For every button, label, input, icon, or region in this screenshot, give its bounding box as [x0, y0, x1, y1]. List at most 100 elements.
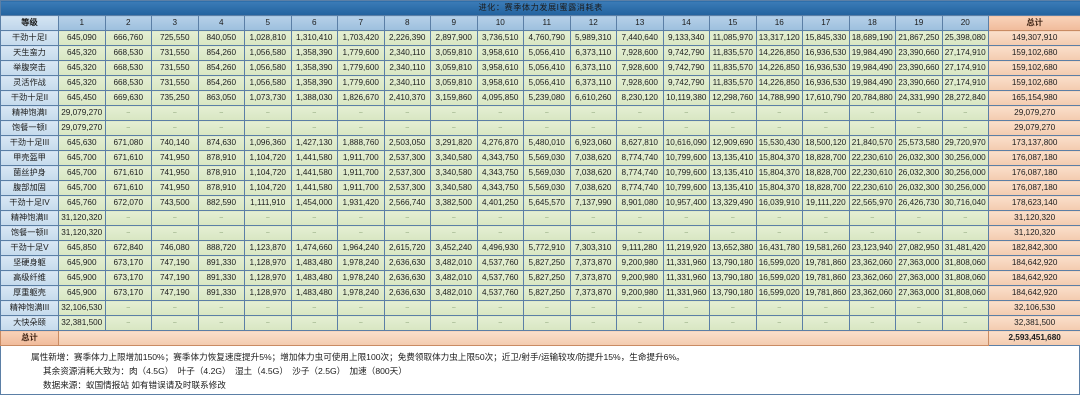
cell-value[interactable]: ~: [430, 300, 478, 316]
cell-value[interactable]: ~: [197, 300, 245, 316]
cell-value[interactable]: ~: [569, 225, 617, 241]
cell-value[interactable]: 8,627,810: [616, 135, 664, 151]
cell-value[interactable]: 11,331,960: [662, 285, 710, 301]
cell-value[interactable]: ~: [523, 315, 571, 331]
cell-value[interactable]: 4,343,750: [476, 165, 524, 181]
cell-value[interactable]: 23,390,660: [895, 45, 943, 61]
cell-value[interactable]: 15,845,330: [802, 30, 850, 46]
cell-value[interactable]: 8,901,080: [616, 195, 664, 211]
cell-value[interactable]: 16,599,020: [755, 285, 803, 301]
header-level-11[interactable]: 11: [523, 15, 571, 31]
cell-value[interactable]: 3,059,810: [430, 75, 478, 91]
cell-value[interactable]: 29,079,270: [58, 105, 106, 121]
cell-value[interactable]: ~: [616, 210, 664, 226]
header-level-19[interactable]: 19: [895, 15, 943, 31]
cell-value[interactable]: 1,978,240: [337, 270, 385, 286]
cell-value[interactable]: ~: [569, 105, 617, 121]
cell-value[interactable]: 7,440,640: [616, 30, 664, 46]
cell-value[interactable]: ~: [197, 120, 245, 136]
cell-value[interactable]: 668,530: [104, 75, 152, 91]
cell-value[interactable]: 854,260: [197, 75, 245, 91]
cell-value[interactable]: ~: [662, 315, 710, 331]
cell-value[interactable]: ~: [337, 120, 385, 136]
cell-value[interactable]: 31,808,060: [941, 255, 989, 271]
cell-value[interactable]: 9,200,980: [616, 270, 664, 286]
cell-value[interactable]: ~: [290, 120, 338, 136]
cell-value[interactable]: 666,760: [104, 30, 152, 46]
cell-value[interactable]: 26,032,300: [895, 150, 943, 166]
cell-value[interactable]: 878,910: [197, 165, 245, 181]
cell-value[interactable]: 854,260: [197, 45, 245, 61]
cell-value[interactable]: 10,957,400: [662, 195, 710, 211]
cell-value[interactable]: 878,910: [197, 150, 245, 166]
cell-value[interactable]: 1,427,130: [290, 135, 338, 151]
cell-value[interactable]: 9,742,790: [662, 60, 710, 76]
cell-value[interactable]: 725,550: [151, 30, 199, 46]
cell-value[interactable]: 3,958,610: [476, 75, 524, 91]
cell-value[interactable]: ~: [616, 225, 664, 241]
cell-value[interactable]: 4,537,760: [476, 255, 524, 271]
cell-value[interactable]: 14,788,990: [755, 90, 803, 106]
cell-value[interactable]: 27,363,000: [895, 270, 943, 286]
cell-value[interactable]: ~: [755, 105, 803, 121]
cell-value[interactable]: 7,928,600: [616, 75, 664, 91]
cell-value[interactable]: 6,373,110: [569, 60, 617, 76]
cell-value[interactable]: ~: [244, 225, 292, 241]
cell-value[interactable]: ~: [197, 210, 245, 226]
cell-value[interactable]: 7,928,600: [616, 45, 664, 61]
cell-value[interactable]: ~: [662, 300, 710, 316]
cell-value[interactable]: 668,530: [104, 60, 152, 76]
cell-value[interactable]: 5,480,010: [523, 135, 571, 151]
cell-value[interactable]: ~: [662, 120, 710, 136]
cell-value[interactable]: ~: [709, 300, 757, 316]
cell-value[interactable]: ~: [197, 315, 245, 331]
cell-value[interactable]: 16,936,530: [802, 60, 850, 76]
cell-value[interactable]: 5,056,410: [523, 60, 571, 76]
cell-value[interactable]: 9,200,980: [616, 285, 664, 301]
cell-value[interactable]: 5,827,250: [523, 255, 571, 271]
cell-value[interactable]: 1,388,030: [290, 90, 338, 106]
cell-value[interactable]: 645,850: [58, 240, 106, 256]
cell-value[interactable]: 18,828,700: [802, 150, 850, 166]
cell-value[interactable]: 10,799,600: [662, 180, 710, 196]
cell-value[interactable]: 4,343,750: [476, 180, 524, 196]
cell-value[interactable]: 9,200,980: [616, 255, 664, 271]
cell-value[interactable]: ~: [151, 315, 199, 331]
cell-value[interactable]: 19,984,490: [848, 75, 896, 91]
cell-value[interactable]: 3,340,580: [430, 180, 478, 196]
cell-value[interactable]: ~: [802, 315, 850, 331]
cell-value[interactable]: 7,038,620: [569, 165, 617, 181]
cell-value[interactable]: 3,340,580: [430, 165, 478, 181]
cell-value[interactable]: ~: [197, 225, 245, 241]
cell-value[interactable]: 3,382,500: [430, 195, 478, 211]
cell-value[interactable]: 11,331,960: [662, 270, 710, 286]
cell-value[interactable]: 2,636,630: [383, 270, 431, 286]
cell-value[interactable]: 645,320: [58, 75, 106, 91]
cell-value[interactable]: ~: [337, 315, 385, 331]
cell-value[interactable]: 1,826,670: [337, 90, 385, 106]
cell-value[interactable]: 7,928,600: [616, 60, 664, 76]
cell-value[interactable]: ~: [569, 210, 617, 226]
cell-value[interactable]: 11,835,570: [709, 45, 757, 61]
cell-value[interactable]: 8,230,120: [616, 90, 664, 106]
cell-value[interactable]: 23,362,060: [848, 270, 896, 286]
cell-value[interactable]: 19,781,860: [802, 255, 850, 271]
cell-value[interactable]: ~: [941, 120, 989, 136]
cell-value[interactable]: 7,137,990: [569, 195, 617, 211]
cell-value[interactable]: ~: [616, 300, 664, 316]
cell-value[interactable]: ~: [941, 105, 989, 121]
cell-value[interactable]: ~: [802, 120, 850, 136]
cell-value[interactable]: ~: [383, 105, 431, 121]
cell-value[interactable]: 863,050: [197, 90, 245, 106]
cell-value[interactable]: ~: [476, 315, 524, 331]
cell-value[interactable]: ~: [523, 120, 571, 136]
cell-value[interactable]: 13,652,380: [709, 240, 757, 256]
cell-value[interactable]: ~: [755, 210, 803, 226]
cell-value[interactable]: 3,482,010: [430, 285, 478, 301]
cell-value[interactable]: ~: [569, 315, 617, 331]
cell-value[interactable]: ~: [383, 300, 431, 316]
cell-value[interactable]: 8,774,740: [616, 165, 664, 181]
cell-value[interactable]: 645,630: [58, 135, 106, 151]
cell-value[interactable]: 1,056,580: [244, 75, 292, 91]
cell-value[interactable]: 743,500: [151, 195, 199, 211]
